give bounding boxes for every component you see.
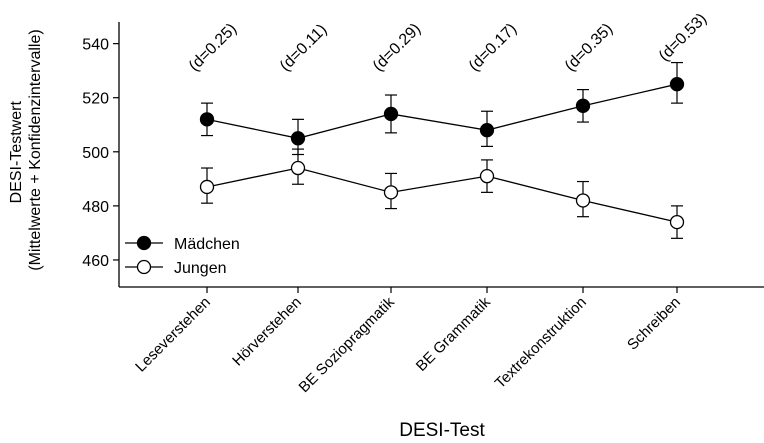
x-tick-label: Schreiben: [624, 294, 684, 354]
effect-size-annotation: (d=0.35): [562, 20, 616, 74]
effect-size-annotation: (d=0.29): [370, 20, 424, 74]
effect-size-annotation: (d=0.17): [466, 20, 520, 74]
effect-size-annotation: (d=0.25): [186, 20, 240, 74]
series-1: [199, 61, 685, 156]
y-tick-label: 540: [82, 37, 109, 54]
data-point: [669, 214, 685, 230]
axes: 460 480 500 520 540 Leseverstehen Hörverstehen…: [82, 22, 764, 396]
x-tick-label: Textrekonstruktion: [492, 294, 590, 392]
data-point: [479, 168, 495, 184]
data-point: [479, 123, 495, 138]
data-point: [575, 193, 591, 208]
y-tick-label: 480: [82, 199, 109, 216]
series-2: [199, 148, 685, 239]
legend-label: Jungen: [174, 260, 227, 277]
data-point: [199, 179, 215, 195]
legend-item: Jungen: [125, 259, 227, 277]
effect-size-annotation: (d=0.53): [656, 10, 710, 64]
data-point: [290, 160, 306, 176]
data-point: [290, 131, 306, 146]
annotation-layer: (d=0.25) (d=0.11) (d=0.29) (d=0.17) (d=0.35)…: [186, 10, 710, 74]
y-tick-label: 520: [82, 91, 109, 108]
y-tick-label: 500: [82, 145, 109, 162]
legend: Mädchen Jungen: [125, 235, 240, 277]
series-layer: [199, 61, 685, 239]
legend-item: Mädchen: [125, 235, 240, 253]
x-tick-label: Leseverstehen: [132, 294, 214, 376]
data-point: [669, 77, 685, 92]
legend-marker: [136, 259, 152, 275]
x-tick-label: BE Soziopragmatik: [296, 293, 399, 396]
legend-marker: [136, 235, 152, 251]
data-point: [383, 106, 399, 122]
x-axis-label: DESI-Test: [399, 420, 485, 441]
data-point: [575, 98, 591, 113]
data-point: [199, 112, 215, 127]
y-axis-label: DESI-Testwert (Mittelwerte + Konfidenzin…: [8, 29, 44, 270]
y-axis-label-line1: DESI-Testwert: [8, 101, 25, 204]
series-line: [206, 167, 678, 223]
effect-size-annotation: (d=0.11): [277, 21, 331, 75]
x-tick-label: Hörverstehen: [229, 294, 305, 370]
x-tick-label: BE Grammatik: [413, 293, 494, 374]
y-tick-label: 460: [82, 253, 109, 270]
y-axis-label-line2: (Mittelwerte + Konfidenzintervalle): [27, 29, 44, 270]
legend-label: Mädchen: [174, 236, 240, 253]
series-line: [206, 83, 678, 139]
data-point: [383, 185, 399, 200]
